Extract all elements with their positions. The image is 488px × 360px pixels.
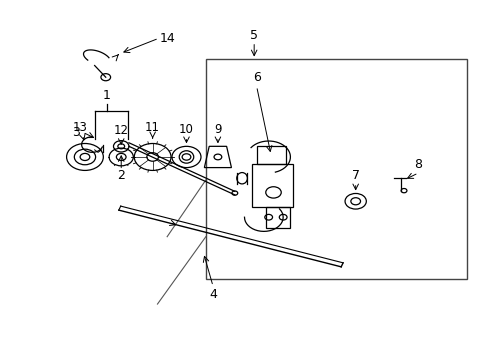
Text: 7: 7 [351,169,359,182]
Text: 13: 13 [73,121,87,134]
Bar [256,146,285,164]
Text: 12: 12 [114,125,128,138]
Text: 10: 10 [179,123,194,136]
Text: 14: 14 [160,32,175,45]
Text: 8: 8 [414,158,422,171]
Text: 9: 9 [214,123,221,136]
Bar [205,59,466,279]
Bar [265,207,290,228]
Text: 11: 11 [145,121,160,134]
Text: 2: 2 [117,169,125,183]
Text: 4: 4 [209,288,217,301]
Text: 5: 5 [250,29,258,42]
Text: 3: 3 [72,126,80,139]
Text: 1: 1 [102,89,110,102]
Bar [251,164,292,207]
Text: 6: 6 [252,71,260,84]
